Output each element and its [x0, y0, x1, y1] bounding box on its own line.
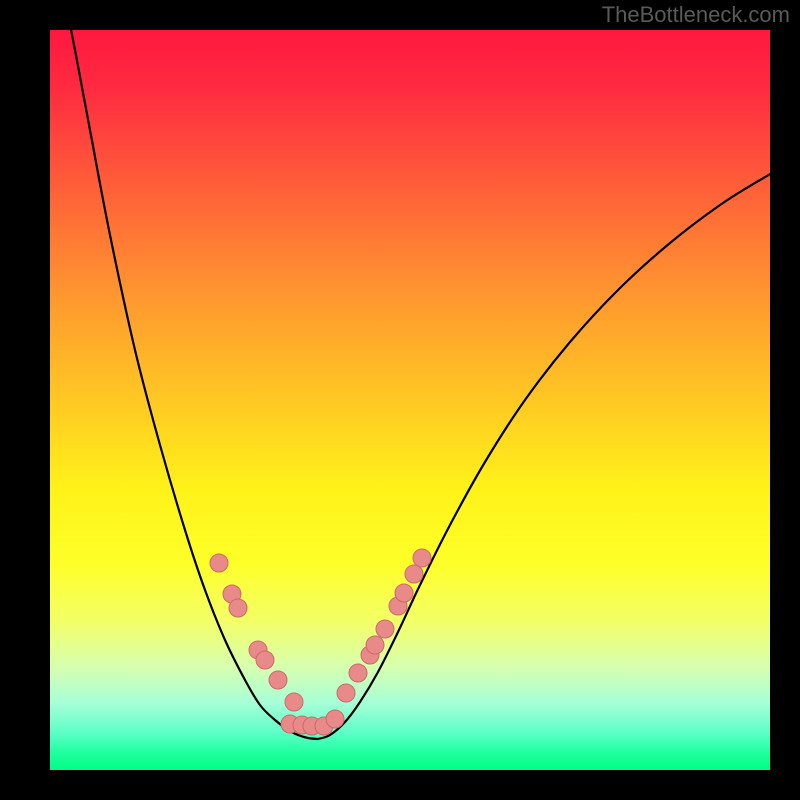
bottleneck-curve	[65, 30, 318, 739]
bottleneck-chart: TheBottleneck.com	[0, 0, 800, 800]
bottleneck-curve	[318, 158, 770, 739]
data-marker	[349, 664, 367, 682]
plot-area	[50, 30, 770, 770]
data-marker	[210, 554, 228, 572]
data-marker	[326, 710, 344, 728]
data-marker	[366, 636, 384, 654]
data-marker	[395, 584, 413, 602]
watermark-text: TheBottleneck.com	[602, 2, 790, 28]
data-marker	[413, 549, 431, 567]
data-marker	[269, 671, 287, 689]
data-marker	[256, 651, 274, 669]
data-marker	[405, 565, 423, 583]
data-marker	[285, 693, 303, 711]
curve-layer	[50, 30, 770, 770]
data-marker	[229, 599, 247, 617]
data-marker	[337, 684, 355, 702]
data-marker	[376, 620, 394, 638]
